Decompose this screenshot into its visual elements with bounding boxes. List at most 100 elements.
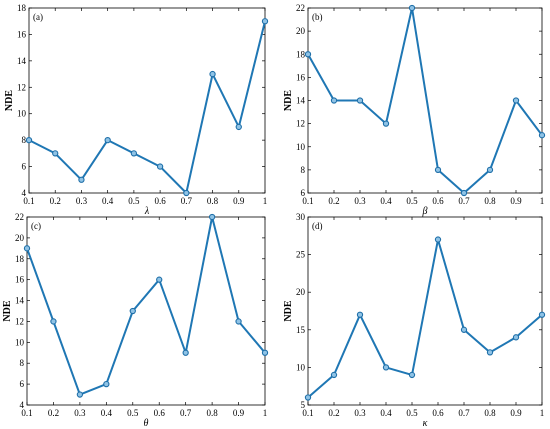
panel-label: (b)	[312, 12, 323, 22]
y-tick-label: 18	[17, 3, 27, 13]
x-tick-label: 0.6	[154, 408, 166, 418]
x-tick-label: 0.4	[380, 196, 392, 206]
x-tick-label: 0.2	[328, 196, 339, 206]
data-point	[23, 245, 31, 252]
y-tick-label: 15	[296, 325, 306, 335]
y-tick-label: 20	[296, 287, 306, 297]
x-tick-label: 0.6	[432, 196, 444, 206]
x-tick-label: 0.1	[21, 408, 32, 418]
y-tick-label: 6	[20, 379, 25, 389]
data-point	[103, 380, 110, 388]
y-tick-label: 6	[301, 188, 306, 198]
data-point	[382, 364, 390, 371]
x-tick-label: 0.4	[101, 408, 113, 418]
panel-d: 0.1 0.2 0.3 0.4 0.5 0.6 0.7 0.8 0.9 151015202530(…	[283, 212, 546, 429]
x-tick-label: 0.6	[154, 196, 166, 206]
y-tick-label: 8	[20, 358, 25, 368]
data-point	[512, 334, 520, 341]
y-tick-label: 18	[15, 254, 25, 264]
x-tick-label: 0.5	[406, 196, 418, 206]
x-tick-label: 1	[263, 196, 268, 206]
x-tick-label: 0.3	[354, 408, 366, 418]
x-tick-label: 0.7	[458, 408, 470, 418]
data-point	[408, 4, 416, 12]
x-tick-label: 0.1	[302, 408, 313, 418]
data-point	[356, 311, 364, 318]
data-point	[486, 349, 494, 356]
data-point	[261, 349, 269, 356]
data-point	[130, 150, 138, 157]
y-tick-label: 10	[296, 142, 306, 152]
x-tick-label: 0.3	[76, 196, 88, 206]
y-tick-label: 12	[296, 119, 305, 129]
x-axis-label: λ	[144, 206, 150, 217]
x-tick-label: 0.9	[510, 408, 522, 418]
y-tick-label: 10	[17, 109, 27, 119]
axes-box	[307, 216, 543, 406]
data-point	[304, 51, 312, 58]
data-point	[235, 318, 242, 325]
x-tick-label: 1	[540, 196, 545, 206]
y-tick-label: 20	[15, 233, 25, 243]
data-point	[330, 97, 338, 104]
y-tick-label: 8	[301, 165, 306, 175]
panel-label: (a)	[33, 12, 43, 22]
x-tick-label: 0.8	[484, 196, 496, 206]
data-point	[156, 276, 163, 283]
data-point	[78, 176, 85, 183]
x-tick-label: 0.9	[510, 196, 522, 206]
panel-label: (d)	[312, 221, 323, 231]
data-point	[50, 318, 57, 325]
x-tick-label: 0.5	[127, 408, 139, 418]
panel-a: 0.1 0.2 0.3 0.4 0.5 0.6 0.7 0.8 0.9 1468101214161…	[4, 3, 269, 217]
y-tick-label: 16	[17, 29, 27, 39]
series-line	[307, 238, 543, 399]
x-tick-label: 0.8	[206, 408, 218, 418]
data-point	[182, 349, 189, 356]
data-point	[538, 132, 546, 139]
y-tick-label: 14	[296, 96, 306, 106]
data-point	[261, 18, 269, 25]
data-point	[434, 166, 442, 174]
y-tick-label: 8	[22, 135, 27, 145]
y-tick-label: 30	[296, 212, 306, 222]
x-tick-label: 0.9	[233, 408, 245, 418]
x-tick-label: 0.3	[354, 196, 366, 206]
data-point	[208, 213, 216, 221]
x-axis-label: κ	[423, 418, 428, 429]
x-axis-label: β	[422, 206, 428, 217]
axes-box	[28, 7, 266, 194]
data-point	[52, 150, 59, 157]
y-axis-label: NDE	[2, 300, 13, 321]
data-point	[538, 311, 546, 318]
x-tick-label: 0.7	[180, 408, 192, 418]
x-tick-label: 0.2	[48, 408, 59, 418]
data-point	[434, 236, 442, 243]
y-tick-label: 14	[15, 296, 25, 306]
data-point	[304, 394, 312, 401]
series-line	[28, 20, 266, 194]
data-point	[382, 120, 390, 127]
data-point	[209, 70, 216, 78]
y-axis-label: NDE	[4, 90, 15, 111]
x-tick-label: 1	[263, 408, 268, 418]
x-tick-label: 0.1	[23, 196, 34, 206]
y-tick-label: 4	[22, 188, 27, 198]
x-tick-label: 1	[540, 408, 545, 418]
y-tick-label: 14	[17, 56, 27, 66]
series-line	[26, 216, 266, 396]
data-point	[408, 371, 416, 379]
x-tick-label: 0.7	[181, 196, 193, 206]
data-point	[512, 97, 520, 104]
data-point	[76, 391, 84, 398]
x-tick-label: 0.5	[406, 408, 418, 418]
series-line	[307, 7, 543, 194]
data-point	[460, 189, 468, 197]
y-tick-label: 4	[20, 400, 25, 410]
data-point	[183, 189, 190, 197]
y-axis-label: NDE	[283, 90, 294, 111]
data-point	[25, 136, 33, 144]
y-tick-label: 22	[15, 212, 24, 222]
panel-c: 0.1 0.2 0.3 0.4 0.5 0.6 0.7 0.8 0.9 1468101214161…	[2, 212, 269, 429]
